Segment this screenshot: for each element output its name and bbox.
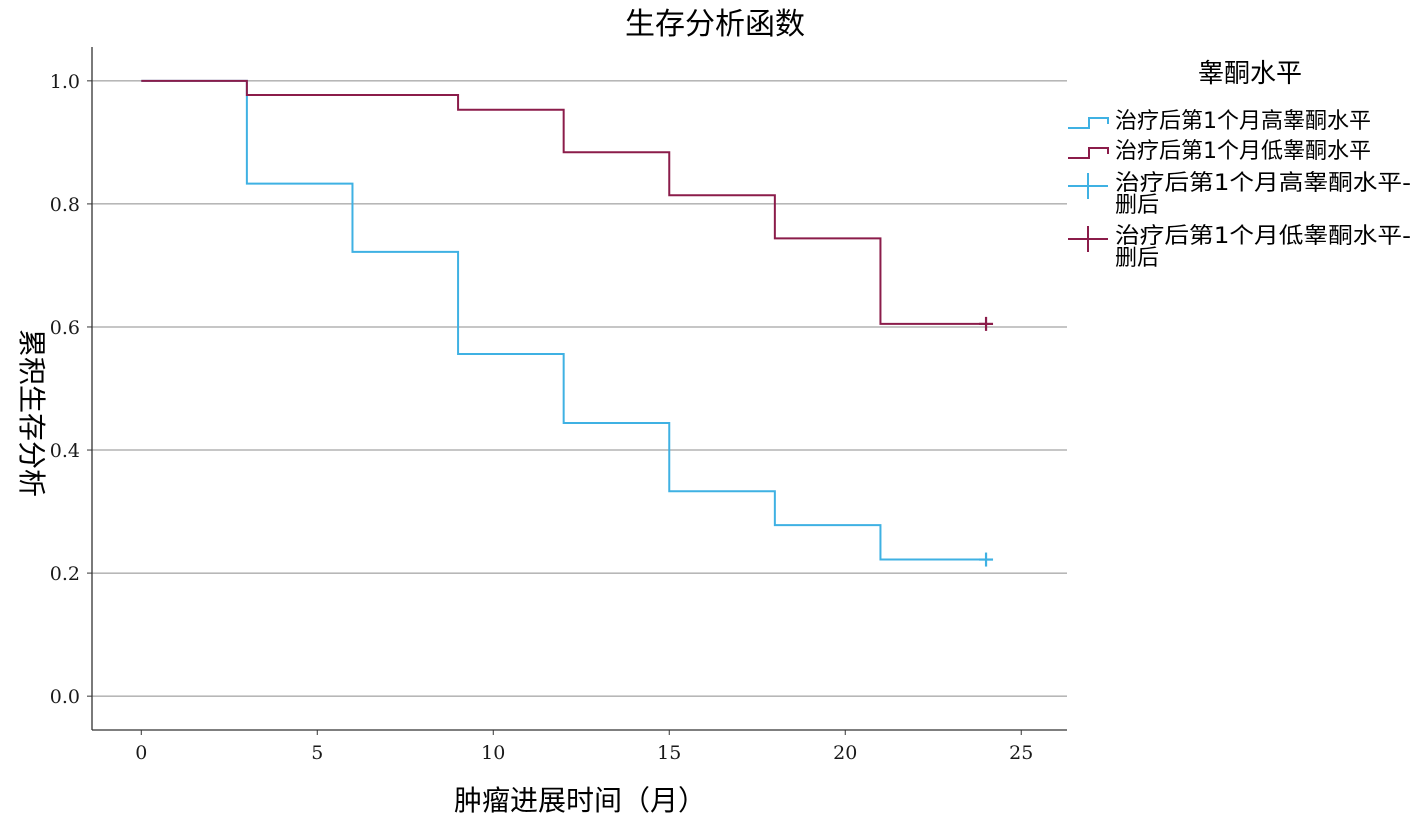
x-axis-ticks: 0 5 10 15 20 25: [135, 730, 1033, 764]
legend-label: 治疗后第1个月低睾酮水平: [1115, 139, 1371, 164]
chart-title: 生存分析函数: [625, 7, 805, 42]
y-tick-label: 0.8: [50, 194, 80, 216]
legend-label: 治疗后第1个月高睾酮水平-: [1115, 171, 1411, 196]
y-tick-label: 0.6: [50, 317, 80, 339]
x-tick-label: 0: [135, 742, 147, 764]
legend-title: 睾酮水平: [1198, 59, 1302, 89]
y-tick-label: 0.2: [50, 563, 80, 585]
y-axis-ticks: 0.0 0.2 0.4 0.6 0.8 1.0: [50, 71, 92, 708]
y-tick-label: 0.4: [50, 440, 80, 462]
x-tick-label: 5: [311, 742, 323, 764]
legend-label: 治疗后第1个月低睾酮水平-: [1115, 224, 1411, 249]
plot-area: [141, 79, 994, 567]
y-tick-label: 1.0: [50, 71, 80, 93]
x-tick-label: 15: [657, 742, 681, 764]
legend-label: 治疗后第1个月高睾酮水平: [1115, 109, 1371, 134]
gridlines: [92, 80, 1067, 697]
x-axis-label: 肿瘤进展时间（月）: [454, 784, 706, 817]
legend-label: 删后: [1115, 246, 1159, 271]
axes: [91, 47, 1067, 731]
legend-swatch-step: [1068, 147, 1109, 159]
legend-swatch-step: [1068, 117, 1109, 129]
y-axis-label: 累积生存分析: [15, 329, 48, 497]
survival-curve-1: [141, 79, 987, 325]
y-tick-label: 0.0: [50, 686, 80, 708]
x-tick-label: 10: [481, 742, 505, 764]
survival-curve-0: [141, 79, 987, 561]
x-tick-label: 20: [833, 742, 857, 764]
legend-label: 删后: [1115, 193, 1159, 218]
legend: 睾酮水平 治疗后第1个月高睾酮水平治疗后第1个月低睾酮水平治疗后第1个月高睾酮水…: [1068, 59, 1411, 271]
x-tick-label: 25: [1009, 742, 1033, 764]
